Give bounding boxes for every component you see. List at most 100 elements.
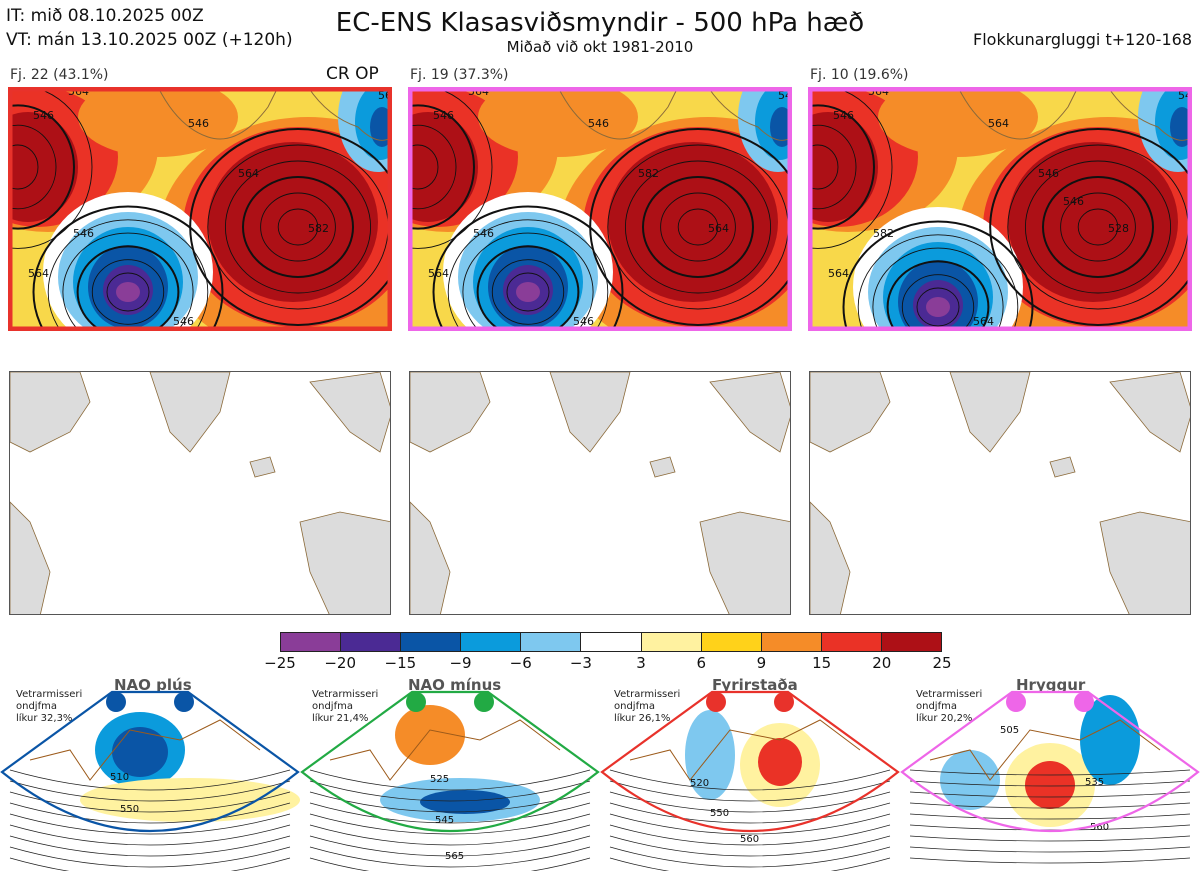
regime-anomaly	[80, 778, 300, 822]
regime-contour	[609, 846, 891, 868]
gray-map-svg	[410, 372, 790, 614]
regime-contour	[9, 835, 291, 857]
contour-label: 546	[73, 227, 94, 240]
regime-2-name: NAO mínus	[408, 676, 502, 694]
regime-contour	[609, 835, 891, 857]
colorbar-swatch	[581, 633, 642, 651]
regime-sector-3: 520 550 560	[600, 690, 900, 871]
regime-contour	[609, 769, 891, 791]
contour-ridge	[224, 160, 372, 294]
regime-dot-right	[1074, 692, 1094, 712]
regime-dot-right	[174, 692, 194, 712]
regime-contour	[309, 802, 591, 824]
regime-contour	[909, 835, 1191, 842]
colorbar-swatch	[461, 633, 522, 651]
colorbar-tick-label: 3	[636, 654, 646, 672]
regime-coastline	[629, 719, 861, 781]
landmass-scandinavia	[1109, 372, 1190, 453]
regime-contour-label: 550	[120, 804, 139, 815]
sector-outline	[600, 690, 900, 832]
regime-sector-2: 525 545 565	[300, 690, 600, 871]
landmass-canada	[810, 372, 891, 453]
landmass-europe	[699, 511, 790, 614]
contour-label: 582	[308, 222, 329, 235]
page-subtitle: Miðað við okt 1981-2010	[506, 38, 694, 56]
anomaly-darkred-east	[208, 142, 378, 302]
header-info: IT: mið 08.10.2025 00Z VT: mán 13.10.202…	[6, 4, 293, 52]
contour-ridge	[589, 128, 792, 326]
contour-label: 564	[973, 315, 994, 328]
anomaly-darkred-west	[8, 112, 78, 222]
panel-2-label: Fj. 19 (37.3%)	[410, 67, 509, 83]
contour-trough	[872, 247, 1004, 331]
sector-outline	[300, 690, 600, 832]
contour-trough	[842, 220, 1034, 331]
regime-contour	[9, 802, 291, 824]
contour-label: 546	[1038, 167, 1059, 180]
contour-west	[808, 104, 875, 230]
regime-anomaly	[1080, 695, 1140, 785]
regime-contour-label: 560	[1090, 822, 1109, 833]
regime-anomaly	[940, 750, 1000, 810]
contour-trough	[76, 245, 180, 331]
contour-ridge	[260, 192, 336, 262]
contour-trough	[447, 219, 609, 331]
regime-anomaly	[395, 705, 465, 765]
contour-trough	[901, 274, 975, 331]
valid-time: VT: mán 13.10.2025 00Z (+120h)	[6, 30, 293, 50]
panel-svg: 546564564546528582564564546546	[808, 87, 1192, 331]
regime-coastline	[929, 719, 1161, 781]
contour-trough	[91, 259, 165, 325]
contour-label: 546	[1063, 195, 1084, 208]
contour-west	[408, 87, 493, 249]
colorbar-labels: −25 −20 −15 −9 −6 −3 3 6 9 15 20 25	[264, 654, 951, 672]
gray-map-svg	[810, 372, 1190, 614]
regime-contour	[309, 813, 591, 835]
contour-ridge	[1060, 192, 1136, 262]
contour-label: 546	[473, 227, 494, 240]
colorbar-tick-label: 9	[756, 654, 767, 672]
panel-1-tag: CR OP	[326, 64, 379, 84]
landmass-newfoundland	[810, 501, 851, 614]
panel-3-label: Fj. 10 (19.6%)	[810, 67, 909, 83]
colorbar-tick-label: −3	[569, 654, 592, 672]
regime-contour-label: 565	[445, 851, 464, 862]
panel-svg: 546564546582564546564546546	[408, 87, 792, 331]
contour-trough	[857, 234, 1019, 331]
regime-contour	[9, 780, 291, 802]
regime-contour-label: 520	[690, 778, 709, 789]
regime-3-name: Fyrirstaða	[712, 676, 798, 694]
colorbar-tick-label: −20	[324, 654, 356, 672]
contour-label: 546	[573, 315, 594, 328]
regime-contour	[909, 846, 1191, 853]
regime-contour	[609, 780, 891, 802]
regime-coastline	[329, 719, 561, 781]
regime-contour	[909, 791, 1191, 798]
colorbar-swatch	[641, 633, 702, 651]
empty-map-2	[409, 371, 791, 615]
empty-map-1	[9, 371, 391, 615]
colorbar-tick-label: −25	[264, 654, 296, 672]
regime-contour	[9, 846, 291, 868]
contour-ridge	[624, 160, 772, 294]
anomaly-purple-trough	[516, 282, 540, 302]
coastline-europe	[707, 87, 792, 141]
contour-label: 564	[988, 117, 1009, 130]
colorbar-tick-label: −15	[384, 654, 417, 672]
coastline-europe	[1107, 87, 1192, 141]
contour-label: 582	[638, 167, 659, 180]
contour-west	[8, 87, 93, 249]
contour-trough	[886, 260, 990, 331]
regime-4-info: Vetrarmisseri ondjfma líkur 20,2%	[916, 689, 983, 724]
contour-west	[408, 104, 475, 230]
contour-ridge	[189, 128, 392, 326]
anomaly-darkred-east	[1008, 142, 1178, 302]
regime-contour-label: 545	[435, 815, 454, 826]
contour-trough	[462, 232, 594, 331]
panel-1-label: Fj. 22 (43.1%)	[10, 67, 109, 83]
contour-ridge	[660, 192, 736, 262]
regime-anomaly	[758, 738, 802, 786]
colorbar-tick-label: −6	[509, 654, 532, 672]
anomaly-navy-ne	[1170, 107, 1192, 147]
regime-contour	[309, 824, 591, 846]
